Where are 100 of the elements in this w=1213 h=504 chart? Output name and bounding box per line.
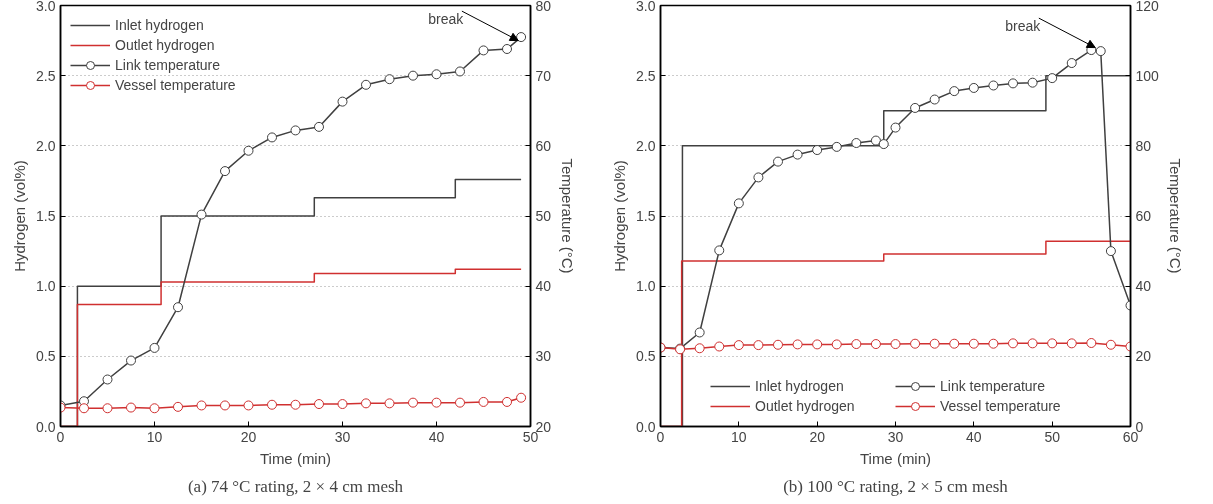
point [243,145,254,156]
point [773,339,783,350]
y2-tick-label: 60 [1135,208,1152,224]
y2-tick-label: 50 [535,208,552,224]
x-tick-label: 20 [240,428,257,445]
point [1027,338,1038,349]
y-tick-label: 1.0 [636,278,656,295]
point [694,343,705,354]
point [929,94,940,105]
point [1095,46,1106,57]
point [773,156,783,167]
point [1105,246,1116,257]
point [878,139,889,150]
y2-tick-label: 20 [1135,348,1152,365]
point [384,398,395,409]
point [502,396,512,407]
point [812,145,823,156]
point [753,340,764,351]
point [792,149,803,160]
y2-tick-label: 80 [535,0,552,14]
y-tick-label: 1.0 [36,278,56,295]
point [516,32,527,43]
point [890,339,901,350]
point [220,166,230,177]
point [890,122,901,133]
point [361,398,371,409]
y-tick-label: 0.5 [636,348,656,365]
point [988,80,999,91]
point [792,339,803,350]
point [149,403,160,414]
x-tick-label: 0 [656,428,665,445]
point [1047,338,1058,349]
point [851,138,862,149]
point [870,135,881,146]
point [831,141,842,152]
point [102,374,113,385]
y-tick-label: 0.0 [636,418,656,435]
point [173,401,183,412]
point [361,79,371,90]
point [812,339,823,350]
y2-tick-label: 100 [1135,67,1160,84]
y2-axis-title: Temperature (°C) [1166,158,1184,274]
y-tick-label: 2.5 [636,67,656,84]
point [243,400,254,411]
point [694,327,705,338]
point [516,392,527,403]
x-tick-label: 20 [809,428,826,445]
point [149,342,160,353]
point [1008,78,1018,89]
point [478,396,489,407]
y2-tick-label: 80 [1135,137,1152,154]
text: (b) 100 °C rating, 2 × 5 cm mesh [783,476,1009,496]
point [1008,338,1018,349]
point [290,125,301,136]
y2-tick-label: 120 [1135,0,1160,14]
point [949,338,960,349]
y-tick-label: 0.5 [36,348,56,365]
legend-label: Outlet hydrogen [115,36,216,54]
point [910,338,921,349]
point [502,44,512,54]
text: (a) 74 °C rating, 2 × 4 cm mesh [187,476,404,496]
point [431,69,442,80]
point [851,339,862,350]
point [267,399,277,410]
point [949,86,960,97]
point [733,340,744,351]
point [173,302,183,313]
x-tick-label: 40 [966,428,982,445]
y-axis-title: Hydrogen (vol%) [11,160,29,272]
x-tick-label: 30 [887,428,904,445]
y-tick-label: 2.0 [636,137,656,154]
legend-label: Vessel temperature [940,397,1062,415]
annotation: break [428,10,465,27]
legend-label: Inlet hydrogen [755,377,845,395]
y-tick-label: 0.0 [36,418,56,435]
x-tick-label: 0 [56,428,65,445]
point [968,338,979,349]
y-tick-label: 2.5 [36,67,56,84]
point [910,102,921,113]
legend-label: Link temperature [115,56,222,74]
point [988,338,999,349]
point [126,355,136,366]
y2-tick-label: 60 [535,137,552,154]
point [1027,77,1038,88]
x-tick-label: 10 [146,428,163,445]
point [408,397,418,408]
x-tick-label: 10 [731,428,747,445]
point [1066,58,1077,69]
point [314,399,324,410]
y2-tick-label: 40 [1135,278,1152,295]
y2-tick-label: 70 [535,67,552,84]
y-tick-label: 2.0 [36,137,56,154]
point [1066,338,1077,349]
x-axis-title: Time (min) [259,449,332,467]
legend-label: Outlet hydrogen [755,397,856,415]
y2-tick-label: 30 [535,348,552,365]
point [870,339,881,350]
x-axis-title: Time (min) [859,449,932,467]
y-tick-label: 3.0 [636,0,656,14]
point [831,339,842,350]
